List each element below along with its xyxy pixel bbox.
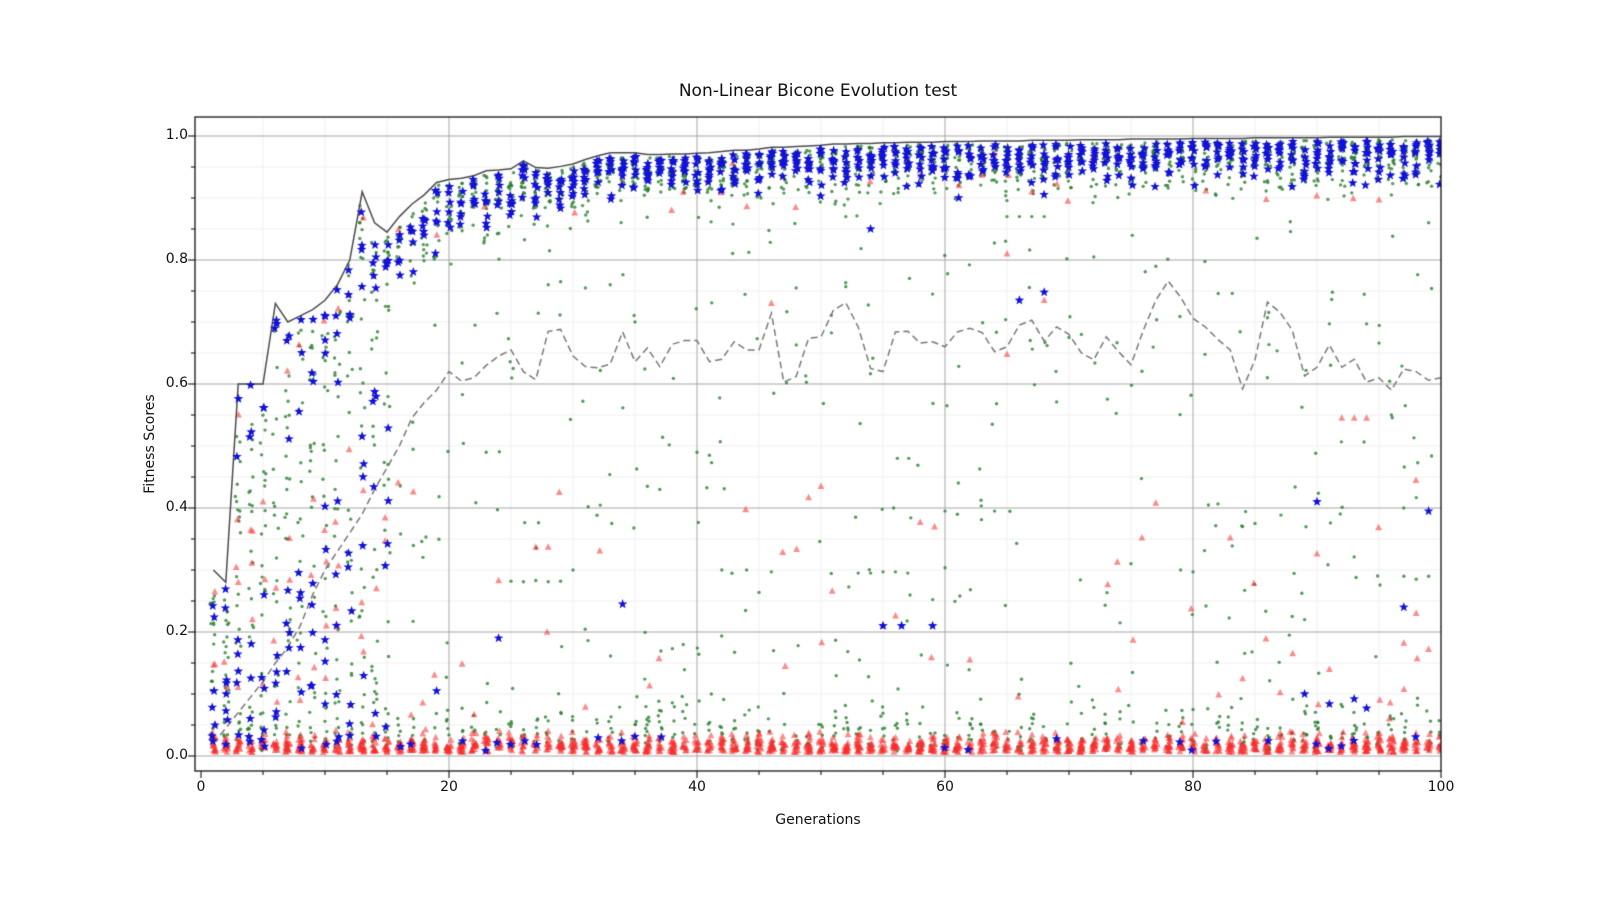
x-tick-label: 80 [1184, 779, 1202, 795]
y-tick-label: 1.0 [165, 127, 188, 143]
x-tick-label: 60 [936, 779, 954, 795]
x-tick-label: 20 [440, 779, 458, 795]
x-tick-label: 0 [196, 779, 206, 795]
y-tick-label: 0.2 [165, 623, 188, 639]
chart-title: Non-Linear Bicone Evolution test [678, 81, 958, 101]
y-tick-label: 0.4 [165, 499, 188, 515]
y-tick-label: 0.8 [165, 251, 188, 267]
x-tick-label: 100 [1427, 779, 1455, 795]
x-axis-label: Generations [775, 812, 861, 828]
y-tick-label: 0.0 [165, 747, 188, 763]
y-axis-label: Fitness Scores [142, 394, 158, 494]
y-tick-label: 0.6 [165, 375, 188, 391]
x-tick-label: 40 [688, 779, 706, 795]
